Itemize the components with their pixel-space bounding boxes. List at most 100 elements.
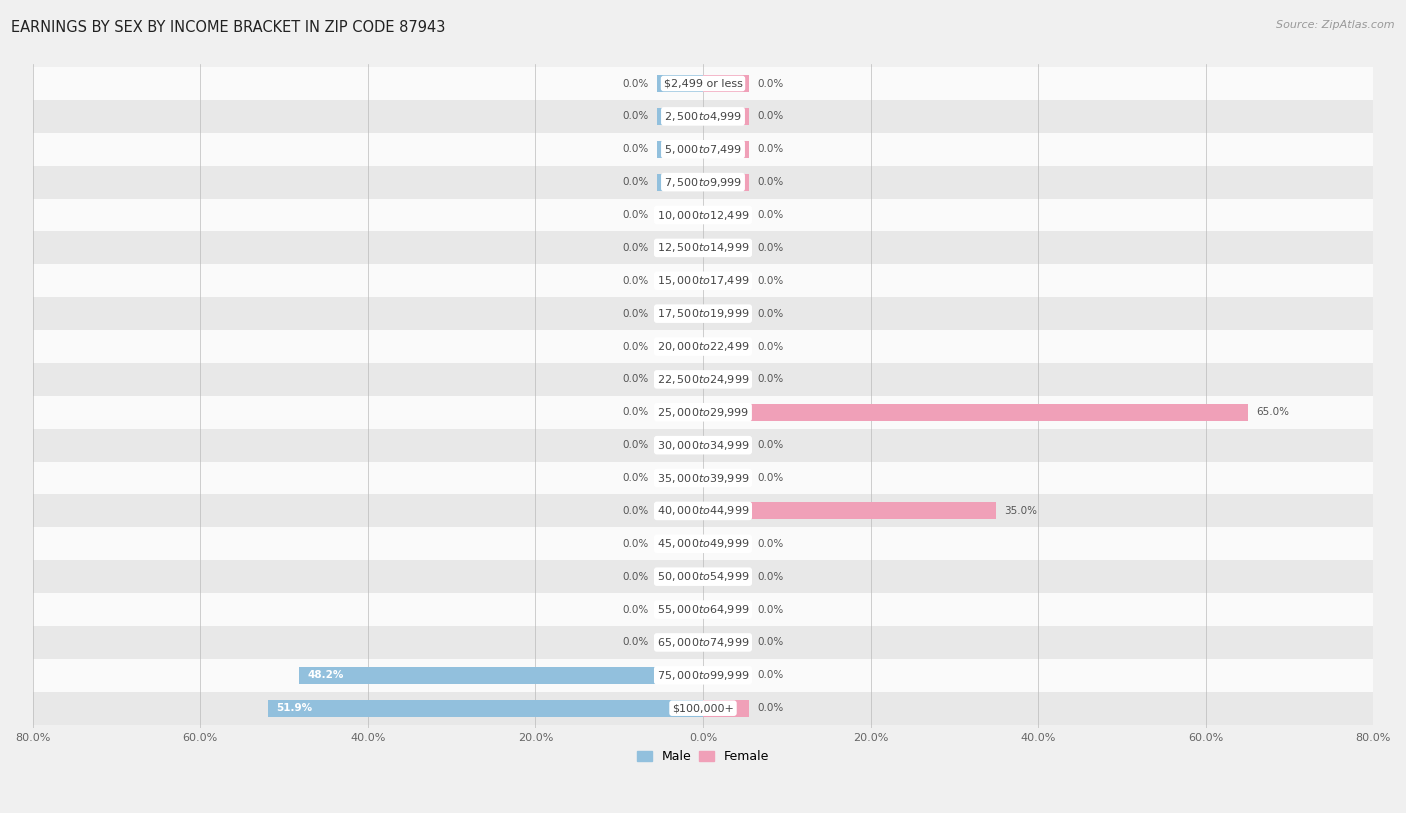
Text: 0.0%: 0.0% [758,341,783,351]
Text: Source: ZipAtlas.com: Source: ZipAtlas.com [1277,20,1395,30]
Text: $7,500 to $9,999: $7,500 to $9,999 [664,176,742,189]
Bar [32,396,1374,428]
Text: 0.0%: 0.0% [758,440,783,450]
Text: 0.0%: 0.0% [623,177,648,187]
Bar [703,535,749,552]
Bar [657,207,703,224]
Text: EARNINGS BY SEX BY INCOME BRACKET IN ZIP CODE 87943: EARNINGS BY SEX BY INCOME BRACKET IN ZIP… [11,20,446,35]
Bar [703,108,749,125]
Text: 0.0%: 0.0% [623,111,648,121]
Bar [657,535,703,552]
Bar [32,428,1374,462]
Bar [703,469,749,487]
Text: 0.0%: 0.0% [758,177,783,187]
Text: $100,000+: $100,000+ [672,703,734,713]
Text: 0.0%: 0.0% [623,473,648,483]
Bar [32,462,1374,494]
Text: $5,000 to $7,499: $5,000 to $7,499 [664,143,742,156]
Text: 48.2%: 48.2% [308,670,344,680]
Text: 0.0%: 0.0% [758,111,783,121]
Bar [703,141,749,158]
Text: 0.0%: 0.0% [623,341,648,351]
Bar [32,133,1374,166]
Bar [32,528,1374,560]
Bar [703,338,749,355]
Text: 0.0%: 0.0% [623,210,648,220]
Bar [32,67,1374,100]
Bar [657,634,703,651]
Text: $20,000 to $22,499: $20,000 to $22,499 [657,340,749,353]
Text: 0.0%: 0.0% [623,309,648,319]
Bar [703,437,749,454]
Bar [657,75,703,92]
Bar [657,338,703,355]
Text: 0.0%: 0.0% [758,637,783,647]
Text: 0.0%: 0.0% [758,210,783,220]
Bar [32,659,1374,692]
Text: $35,000 to $39,999: $35,000 to $39,999 [657,472,749,485]
Text: 0.0%: 0.0% [623,637,648,647]
Text: 0.0%: 0.0% [758,473,783,483]
Text: $17,500 to $19,999: $17,500 to $19,999 [657,307,749,320]
Bar [657,305,703,322]
Text: 0.0%: 0.0% [623,407,648,417]
Bar [703,239,749,256]
Text: 65.0%: 65.0% [1256,407,1289,417]
Bar [657,239,703,256]
Bar [32,692,1374,724]
Bar [32,100,1374,133]
Bar [657,601,703,618]
Bar [657,272,703,289]
Legend: Male, Female: Male, Female [631,746,775,768]
Text: $22,500 to $24,999: $22,500 to $24,999 [657,373,749,386]
Bar [32,298,1374,330]
Bar [703,207,749,224]
Text: 0.0%: 0.0% [758,605,783,615]
Bar [703,502,997,520]
Bar [703,404,1247,421]
Bar [32,232,1374,264]
Bar [32,198,1374,232]
Text: 0.0%: 0.0% [758,309,783,319]
Text: 0.0%: 0.0% [758,572,783,581]
Text: 0.0%: 0.0% [623,243,648,253]
Text: 0.0%: 0.0% [623,506,648,516]
Text: 0.0%: 0.0% [623,605,648,615]
Text: 0.0%: 0.0% [623,79,648,89]
Text: $12,500 to $14,999: $12,500 to $14,999 [657,241,749,254]
Bar [703,174,749,191]
Text: 0.0%: 0.0% [758,375,783,385]
Bar [703,601,749,618]
Bar [32,363,1374,396]
Bar [657,469,703,487]
Bar [703,700,749,717]
Text: 0.0%: 0.0% [623,375,648,385]
Bar [32,593,1374,626]
Text: $15,000 to $17,499: $15,000 to $17,499 [657,274,749,287]
Bar [703,568,749,585]
Text: 0.0%: 0.0% [623,440,648,450]
Bar [657,174,703,191]
Bar [32,560,1374,593]
Text: $25,000 to $29,999: $25,000 to $29,999 [657,406,749,419]
Bar [703,371,749,388]
Text: $45,000 to $49,999: $45,000 to $49,999 [657,537,749,550]
Bar [657,437,703,454]
Text: 0.0%: 0.0% [623,144,648,154]
Bar [32,264,1374,298]
Bar [32,330,1374,363]
Bar [657,568,703,585]
Text: 0.0%: 0.0% [758,79,783,89]
Text: 0.0%: 0.0% [623,572,648,581]
Text: $55,000 to $64,999: $55,000 to $64,999 [657,603,749,616]
Text: 0.0%: 0.0% [758,703,783,713]
Text: 51.9%: 51.9% [277,703,312,713]
Text: 0.0%: 0.0% [758,243,783,253]
Bar [703,305,749,322]
Bar [269,700,703,717]
Bar [32,494,1374,528]
Text: 0.0%: 0.0% [758,276,783,286]
Text: $10,000 to $12,499: $10,000 to $12,499 [657,208,749,221]
Bar [657,404,703,421]
Text: 35.0%: 35.0% [1005,506,1038,516]
